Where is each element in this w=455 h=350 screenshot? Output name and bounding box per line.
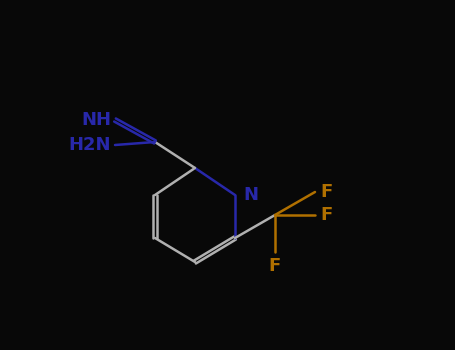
- Text: NH: NH: [81, 111, 111, 129]
- Text: F: F: [269, 257, 281, 275]
- Text: F: F: [320, 206, 332, 224]
- Text: F: F: [320, 183, 332, 201]
- Text: H2N: H2N: [69, 136, 111, 154]
- Text: N: N: [243, 186, 258, 204]
